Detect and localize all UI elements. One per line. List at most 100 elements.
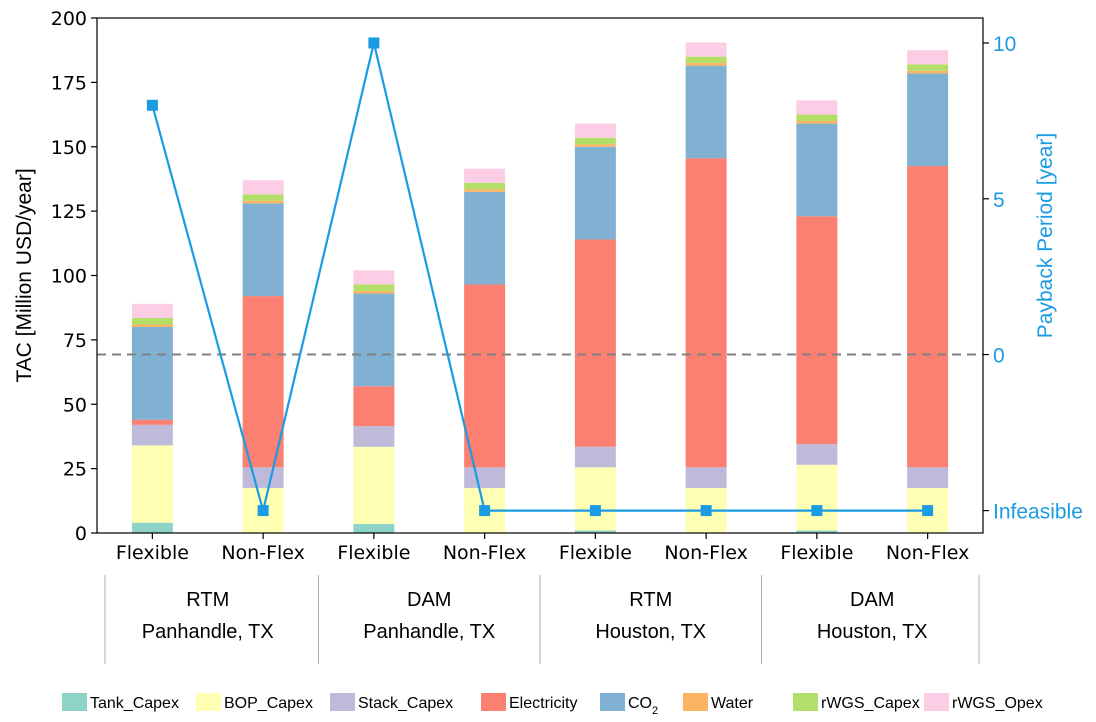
bar-co-6 <box>796 123 838 217</box>
bar-rwgs-opex-1 <box>242 180 284 195</box>
bar-tank-capex-4 <box>574 530 616 533</box>
group-label-line1: DAM <box>850 589 894 611</box>
bar-bop-capex-0 <box>131 445 173 523</box>
group-label-line2: Panhandle, TX <box>142 621 274 643</box>
x-category-label: Flexible <box>780 542 853 564</box>
bar-electricity-3 <box>464 284 506 468</box>
payback-marker-0 <box>146 99 158 111</box>
legend-label-4: CO2 <box>628 695 658 717</box>
bar-stack-capex-5 <box>685 467 727 488</box>
legend-label-6: rWGS_Capex <box>821 695 920 712</box>
payback-marker-3 <box>479 505 491 517</box>
payback-marker-4 <box>589 505 601 517</box>
bar-rwgs-opex-7 <box>907 50 949 65</box>
bar-stack-capex-1 <box>242 467 284 488</box>
bar-rwgs-opex-2 <box>353 270 395 285</box>
payback-marker-1 <box>257 505 269 517</box>
group-label-line2: Panhandle, TX <box>363 621 495 643</box>
bar-co-3 <box>464 191 506 285</box>
group-label-line1: RTM <box>629 589 672 611</box>
bar-co-1 <box>242 203 284 297</box>
payback-marker-2 <box>368 37 380 49</box>
y-tick-label: 25 <box>63 459 87 481</box>
bar-rwgs-opex-5 <box>685 42 727 57</box>
bar-stack-capex-0 <box>131 424 173 446</box>
bar-bop-capex-6 <box>796 464 838 531</box>
bar-electricity-2 <box>353 386 395 427</box>
legend-label-0: Tank_Capex <box>90 695 179 712</box>
bar-rwgs-opex-0 <box>131 303 173 318</box>
bar-tank-capex-0 <box>131 522 173 533</box>
bar-rwgs-capex-5 <box>685 56 727 64</box>
bar-rwgs-capex-1 <box>242 194 284 201</box>
bar-co-2 <box>353 293 395 387</box>
legend-swatch-6 <box>793 693 818 711</box>
legend-swatch-3 <box>481 693 506 711</box>
payback-marker-6 <box>811 505 823 517</box>
bar-electricity-1 <box>242 296 284 468</box>
x-category-label: Non-Flex <box>664 542 748 564</box>
y2-axis-label: Payback Period [year] <box>1034 133 1057 338</box>
y-axis-label: TAC [Million USD/year] <box>13 168 36 382</box>
bar-rwgs-capex-3 <box>464 182 506 190</box>
bar-water-2 <box>353 290 395 294</box>
y-tick-label: 200 <box>51 8 87 30</box>
bar-water-1 <box>242 200 284 204</box>
legend-swatch-1 <box>196 693 221 711</box>
y-axis-right: 0 5 10 Infeasible <box>983 33 1083 524</box>
bar-co-7 <box>907 73 949 167</box>
y2-tick-label: 10 <box>993 33 1016 56</box>
bar-water-7 <box>907 70 949 74</box>
bar-bop-capex-2 <box>353 446 395 524</box>
bar-rwgs-capex-7 <box>907 64 949 71</box>
bar-co-4 <box>574 146 616 240</box>
legend-label-2: Stack_Capex <box>358 695 453 712</box>
y2-infeasible-label: Infeasible <box>993 501 1083 524</box>
y-axis-left: 0 25 50 75 100 125 150 175 200 <box>51 8 97 545</box>
bar-stack-capex-2 <box>353 426 395 447</box>
x-axis: Flexible Non-Flex Flexible Non-Flex Flexible… <box>104 533 980 664</box>
y2-tick-label: 5 <box>993 189 1005 212</box>
bar-water-5 <box>685 63 727 66</box>
bar-electricity-5 <box>685 158 727 468</box>
x-category-label: Non-Flex <box>886 542 970 564</box>
group-label-line1: RTM <box>186 589 229 611</box>
bar-tank-capex-2 <box>353 523 395 533</box>
bar-rwgs-capex-4 <box>574 137 616 145</box>
legend-label-1: BOP_Capex <box>224 695 313 712</box>
legend-swatch-2 <box>330 693 355 711</box>
legend-swatch-7 <box>924 693 949 711</box>
bar-electricity-7 <box>907 166 949 468</box>
x-category-label: Flexible <box>337 542 410 564</box>
y-tick-label: 150 <box>51 137 87 159</box>
x-category-label: Non-Flex <box>443 542 527 564</box>
legend-swatch-5 <box>683 693 708 711</box>
bar-co-0 <box>131 327 173 420</box>
payback-marker-5 <box>700 505 712 517</box>
bar-stack-capex-7 <box>907 467 949 488</box>
payback-series <box>146 37 934 517</box>
bar-bop-capex-4 <box>574 467 616 531</box>
legend-label-5: Water <box>711 695 754 712</box>
x-category-label: Non-Flex <box>221 542 305 564</box>
y-tick-label: 175 <box>51 72 87 94</box>
bar-tank-capex-6 <box>796 530 838 533</box>
y-tick-label: 75 <box>63 330 87 352</box>
bar-rwgs-opex-6 <box>796 100 838 115</box>
bar-rwgs-capex-0 <box>131 317 173 325</box>
bar-electricity-6 <box>796 216 838 445</box>
group-label-line2: Houston, TX <box>595 621 706 643</box>
bar-stack-capex-3 <box>464 467 506 488</box>
payback-marker-7 <box>922 505 934 517</box>
bar-electricity-4 <box>574 239 616 447</box>
x-category-label: Flexible <box>116 542 189 564</box>
y-tick-label: 125 <box>51 201 87 223</box>
bar-stack-capex-6 <box>796 444 838 465</box>
bar-electricity-0 <box>131 419 173 425</box>
y-tick-label: 100 <box>51 266 87 288</box>
group-label-line2: Houston, TX <box>817 621 928 643</box>
bar-rwgs-capex-6 <box>796 114 838 121</box>
y2-tick-label: 0 <box>993 345 1005 368</box>
stacked-bars <box>131 42 949 533</box>
